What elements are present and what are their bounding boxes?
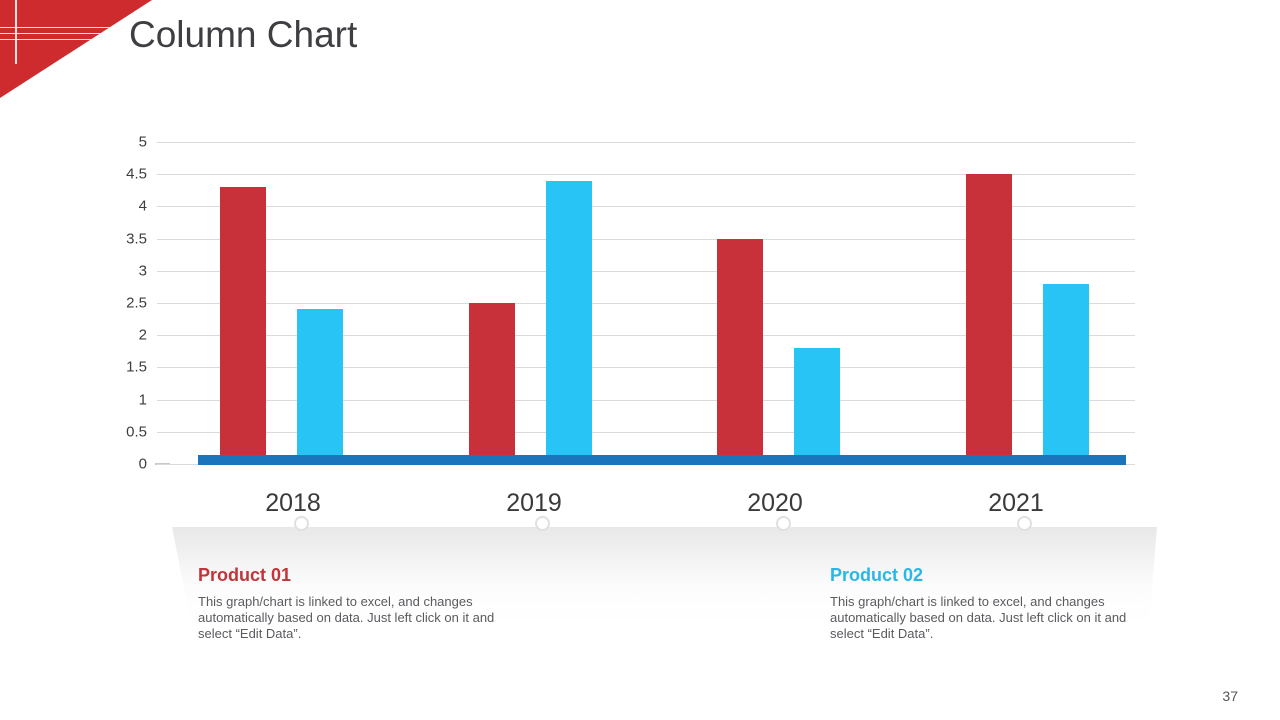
page-title: Column Chart bbox=[129, 14, 358, 55]
bar-product-02-2020 bbox=[794, 348, 841, 464]
gridline bbox=[157, 399, 1135, 401]
x-axis-label: 2021 bbox=[988, 489, 1044, 517]
y-axis-label: 4 bbox=[138, 197, 147, 215]
y-axis-label: 3.5 bbox=[126, 230, 147, 248]
axis-marker-circle bbox=[1016, 516, 1032, 531]
y-axis-label: 5 bbox=[138, 133, 147, 151]
gridline bbox=[157, 303, 1135, 304]
page-number: 37 bbox=[1222, 688, 1238, 704]
legend-label-product-01: Product 01 bbox=[198, 565, 292, 585]
x-axis-label: 2019 bbox=[506, 489, 562, 517]
x-axis-label: 2018 bbox=[265, 489, 321, 517]
axis-baseline bbox=[198, 455, 1126, 465]
bar-product-01-2021 bbox=[966, 174, 1013, 464]
y-axis-label: 0.5 bbox=[126, 423, 147, 441]
corner-line-horizontal bbox=[0, 33, 152, 35]
bar-product-02-2018 bbox=[297, 309, 343, 464]
bar-product-01-2018 bbox=[220, 187, 266, 464]
y-axis-label: 3 bbox=[138, 262, 147, 280]
y-axis-label: 1.5 bbox=[126, 358, 147, 376]
axis-marker-circle bbox=[534, 516, 550, 531]
corner-line-horizontal bbox=[0, 39, 152, 41]
bar-product-01-2019 bbox=[468, 303, 515, 464]
gridline bbox=[157, 238, 1135, 240]
gridline bbox=[157, 206, 1135, 208]
gridline bbox=[157, 335, 1135, 337]
x-axis-label: 2020 bbox=[747, 489, 803, 517]
bar-product-01-2020 bbox=[717, 238, 764, 464]
legend-label-product-02: Product 02 bbox=[830, 565, 924, 585]
gridline bbox=[157, 270, 1135, 272]
bar-product-02-2019 bbox=[545, 180, 592, 464]
bar-product-02-2021 bbox=[1043, 283, 1090, 464]
y-axis-label: 2.5 bbox=[126, 294, 147, 312]
y-axis-label: 1 bbox=[138, 391, 147, 409]
y-axis-label: 2 bbox=[138, 326, 147, 344]
gridline bbox=[157, 142, 1135, 143]
gridline bbox=[157, 174, 1135, 176]
corner-line-horizontal bbox=[0, 27, 152, 29]
y-axis-label: 4.5 bbox=[126, 165, 147, 183]
shelf-decoration bbox=[172, 527, 1157, 623]
y-axis-label: 0 bbox=[138, 455, 147, 473]
corner-line-vertical bbox=[15, 0, 17, 64]
axis-marker-circle bbox=[775, 516, 791, 531]
gridline bbox=[157, 367, 1135, 369]
gridline bbox=[157, 431, 1135, 433]
legend-description-product-01: This graph/chart is linked to excel, and… bbox=[198, 594, 495, 642]
axis-marker-circle bbox=[293, 516, 309, 531]
legend-description-product-02: This graph/chart is linked to excel, and… bbox=[830, 594, 1127, 642]
